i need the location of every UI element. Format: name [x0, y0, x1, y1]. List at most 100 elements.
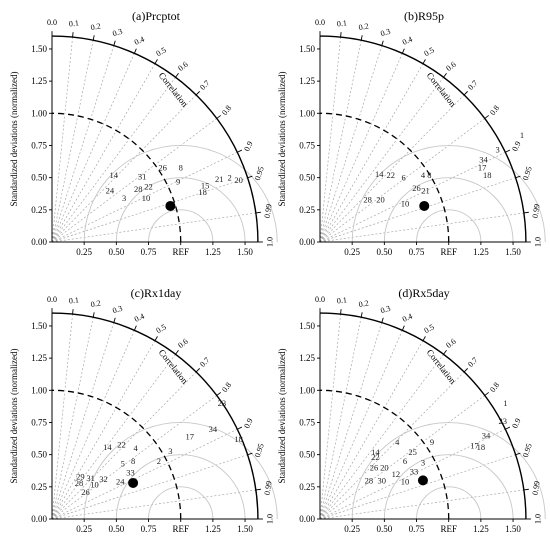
y-tick-label: 0.50: [299, 450, 315, 460]
corr-tick: [195, 91, 200, 96]
rms-circle: [148, 486, 214, 520]
model-point-label: 29: [76, 472, 85, 482]
reference-arc: [319, 112, 450, 243]
y-tick-label: 0.75: [299, 417, 315, 427]
correlation-ray: [51, 118, 217, 243]
corr-tick-label: 0.99: [263, 203, 274, 218]
corr-tick-label: 0.6: [444, 60, 457, 73]
corr-tick-label: 0.5: [155, 45, 168, 58]
x-tick-label: 0.75: [141, 247, 157, 257]
model-point-label: 28: [365, 475, 374, 485]
corr-tick-label: 0.6: [176, 337, 189, 350]
y-tick-label: 1.25: [299, 76, 315, 86]
corr-tick-label: 0.0: [47, 295, 57, 304]
model-point-label: 10: [90, 479, 99, 489]
model-point-label: 10: [401, 477, 410, 487]
panel-title: (b)R95p: [404, 9, 444, 23]
model-point-label: 24: [106, 186, 115, 196]
corr-tick-label: 0.2: [358, 21, 370, 32]
model-point-label: 20: [376, 195, 385, 205]
y-tick-label: 1.00: [31, 108, 47, 118]
correlation-ray: [51, 40, 94, 243]
corr-tick: [515, 452, 521, 456]
corr-tick-label: 0.7: [466, 355, 479, 368]
model-point-label: 15: [201, 180, 210, 190]
corr-tick: [505, 149, 511, 153]
x-tick-label: 1.50: [237, 247, 253, 257]
model-point-label: 22: [117, 439, 126, 449]
y-tick-label: 1.50: [31, 44, 47, 54]
corr-tick: [175, 72, 179, 78]
model-point-label: 17: [185, 432, 194, 442]
corr-tick-label: 0.1: [336, 19, 347, 29]
corr-tick: [255, 488, 261, 491]
x-tick-label: 0.75: [409, 524, 425, 534]
x-tick-label: 0.50: [376, 524, 392, 534]
x-tick-label: 0.25: [76, 524, 92, 534]
model-point-label: 18: [477, 442, 486, 452]
corr-tick-label: 0.6: [444, 337, 457, 350]
rms-circle: [115, 177, 246, 243]
model-point-label: 10: [142, 193, 151, 203]
corr-tick: [422, 336, 426, 341]
model-point-label: 3: [122, 193, 126, 203]
corr-tick: [360, 35, 363, 41]
corr-tick-label: 0.95: [253, 165, 266, 181]
corr-tick-label: 0.9: [510, 140, 522, 153]
corr-tick: [523, 488, 529, 491]
correlation-ray: [319, 37, 341, 243]
model-point-label: 22: [144, 182, 153, 192]
x-tick-label: 1.25: [473, 524, 489, 534]
panel-title: (d)Rx5day: [398, 286, 449, 300]
x-tick-label: 1.25: [205, 524, 221, 534]
model-point-label: 34: [482, 430, 491, 440]
model-point-label: 17: [470, 441, 479, 451]
model-point-label: 17: [478, 162, 487, 172]
corr-tick: [247, 452, 253, 456]
corr-tick-label: 0.99: [531, 480, 542, 495]
corr-tick-label: 0.9: [242, 140, 254, 153]
model-point-label: 2: [227, 173, 231, 183]
corr-tick: [463, 368, 468, 373]
corr-tick-label: 0.0: [315, 295, 325, 304]
corr-tick-label: 0.99: [263, 480, 274, 495]
corr-tick-label: 0.1: [336, 296, 347, 306]
x-tick-label: 1.50: [505, 247, 521, 257]
x-tick-label: 0.50: [108, 247, 124, 257]
model-point-label: 6: [403, 456, 407, 466]
model-point-label: 8: [179, 162, 183, 172]
outer-correlation-arc: [51, 35, 259, 243]
model-point-label: 22: [387, 170, 396, 180]
model-point-label: 33: [410, 466, 419, 476]
ref-label: REF: [172, 247, 189, 257]
corr-tick: [113, 317, 116, 323]
ref-label: REF: [440, 524, 457, 534]
model-point-label: 8: [427, 170, 431, 180]
model-point-label: 24: [116, 477, 125, 487]
corr-tick: [381, 317, 384, 323]
corr-tick-label: 0.95: [253, 442, 266, 458]
corr-tick: [505, 426, 511, 430]
y-tick-label: 0.50: [299, 173, 315, 183]
corr-tick: [401, 325, 405, 331]
corr-tick: [340, 32, 342, 38]
correlation-ray: [319, 45, 383, 243]
rms-circle: [115, 454, 246, 520]
model-point-label: 3: [421, 457, 425, 467]
corr-tick-label: 0.4: [401, 312, 414, 324]
model-point-label: 4: [421, 170, 426, 180]
corr-tick-label: 0.3: [111, 304, 123, 316]
y-axis-label: Standardized deviations (normalized): [277, 72, 287, 207]
model-point-label: 20: [380, 463, 389, 473]
observation-marker: [417, 475, 428, 486]
model-point-label: 9: [176, 177, 180, 187]
corr-tick-label: 0.8: [488, 381, 501, 394]
corr-tick-label: 0.5: [423, 45, 436, 58]
rms-circle: [83, 145, 278, 243]
model-point-label: 28: [134, 184, 143, 194]
corr-tick-label: 1.0: [534, 237, 543, 247]
taylor-panel-3: (c)Rx1day0.000.250.250.500.500.750.751.0…: [9, 286, 278, 534]
corr-tick-label: 0.6: [176, 60, 189, 73]
y-tick-label: 0.50: [31, 173, 47, 183]
corr-tick-label: 0.5: [155, 322, 168, 335]
